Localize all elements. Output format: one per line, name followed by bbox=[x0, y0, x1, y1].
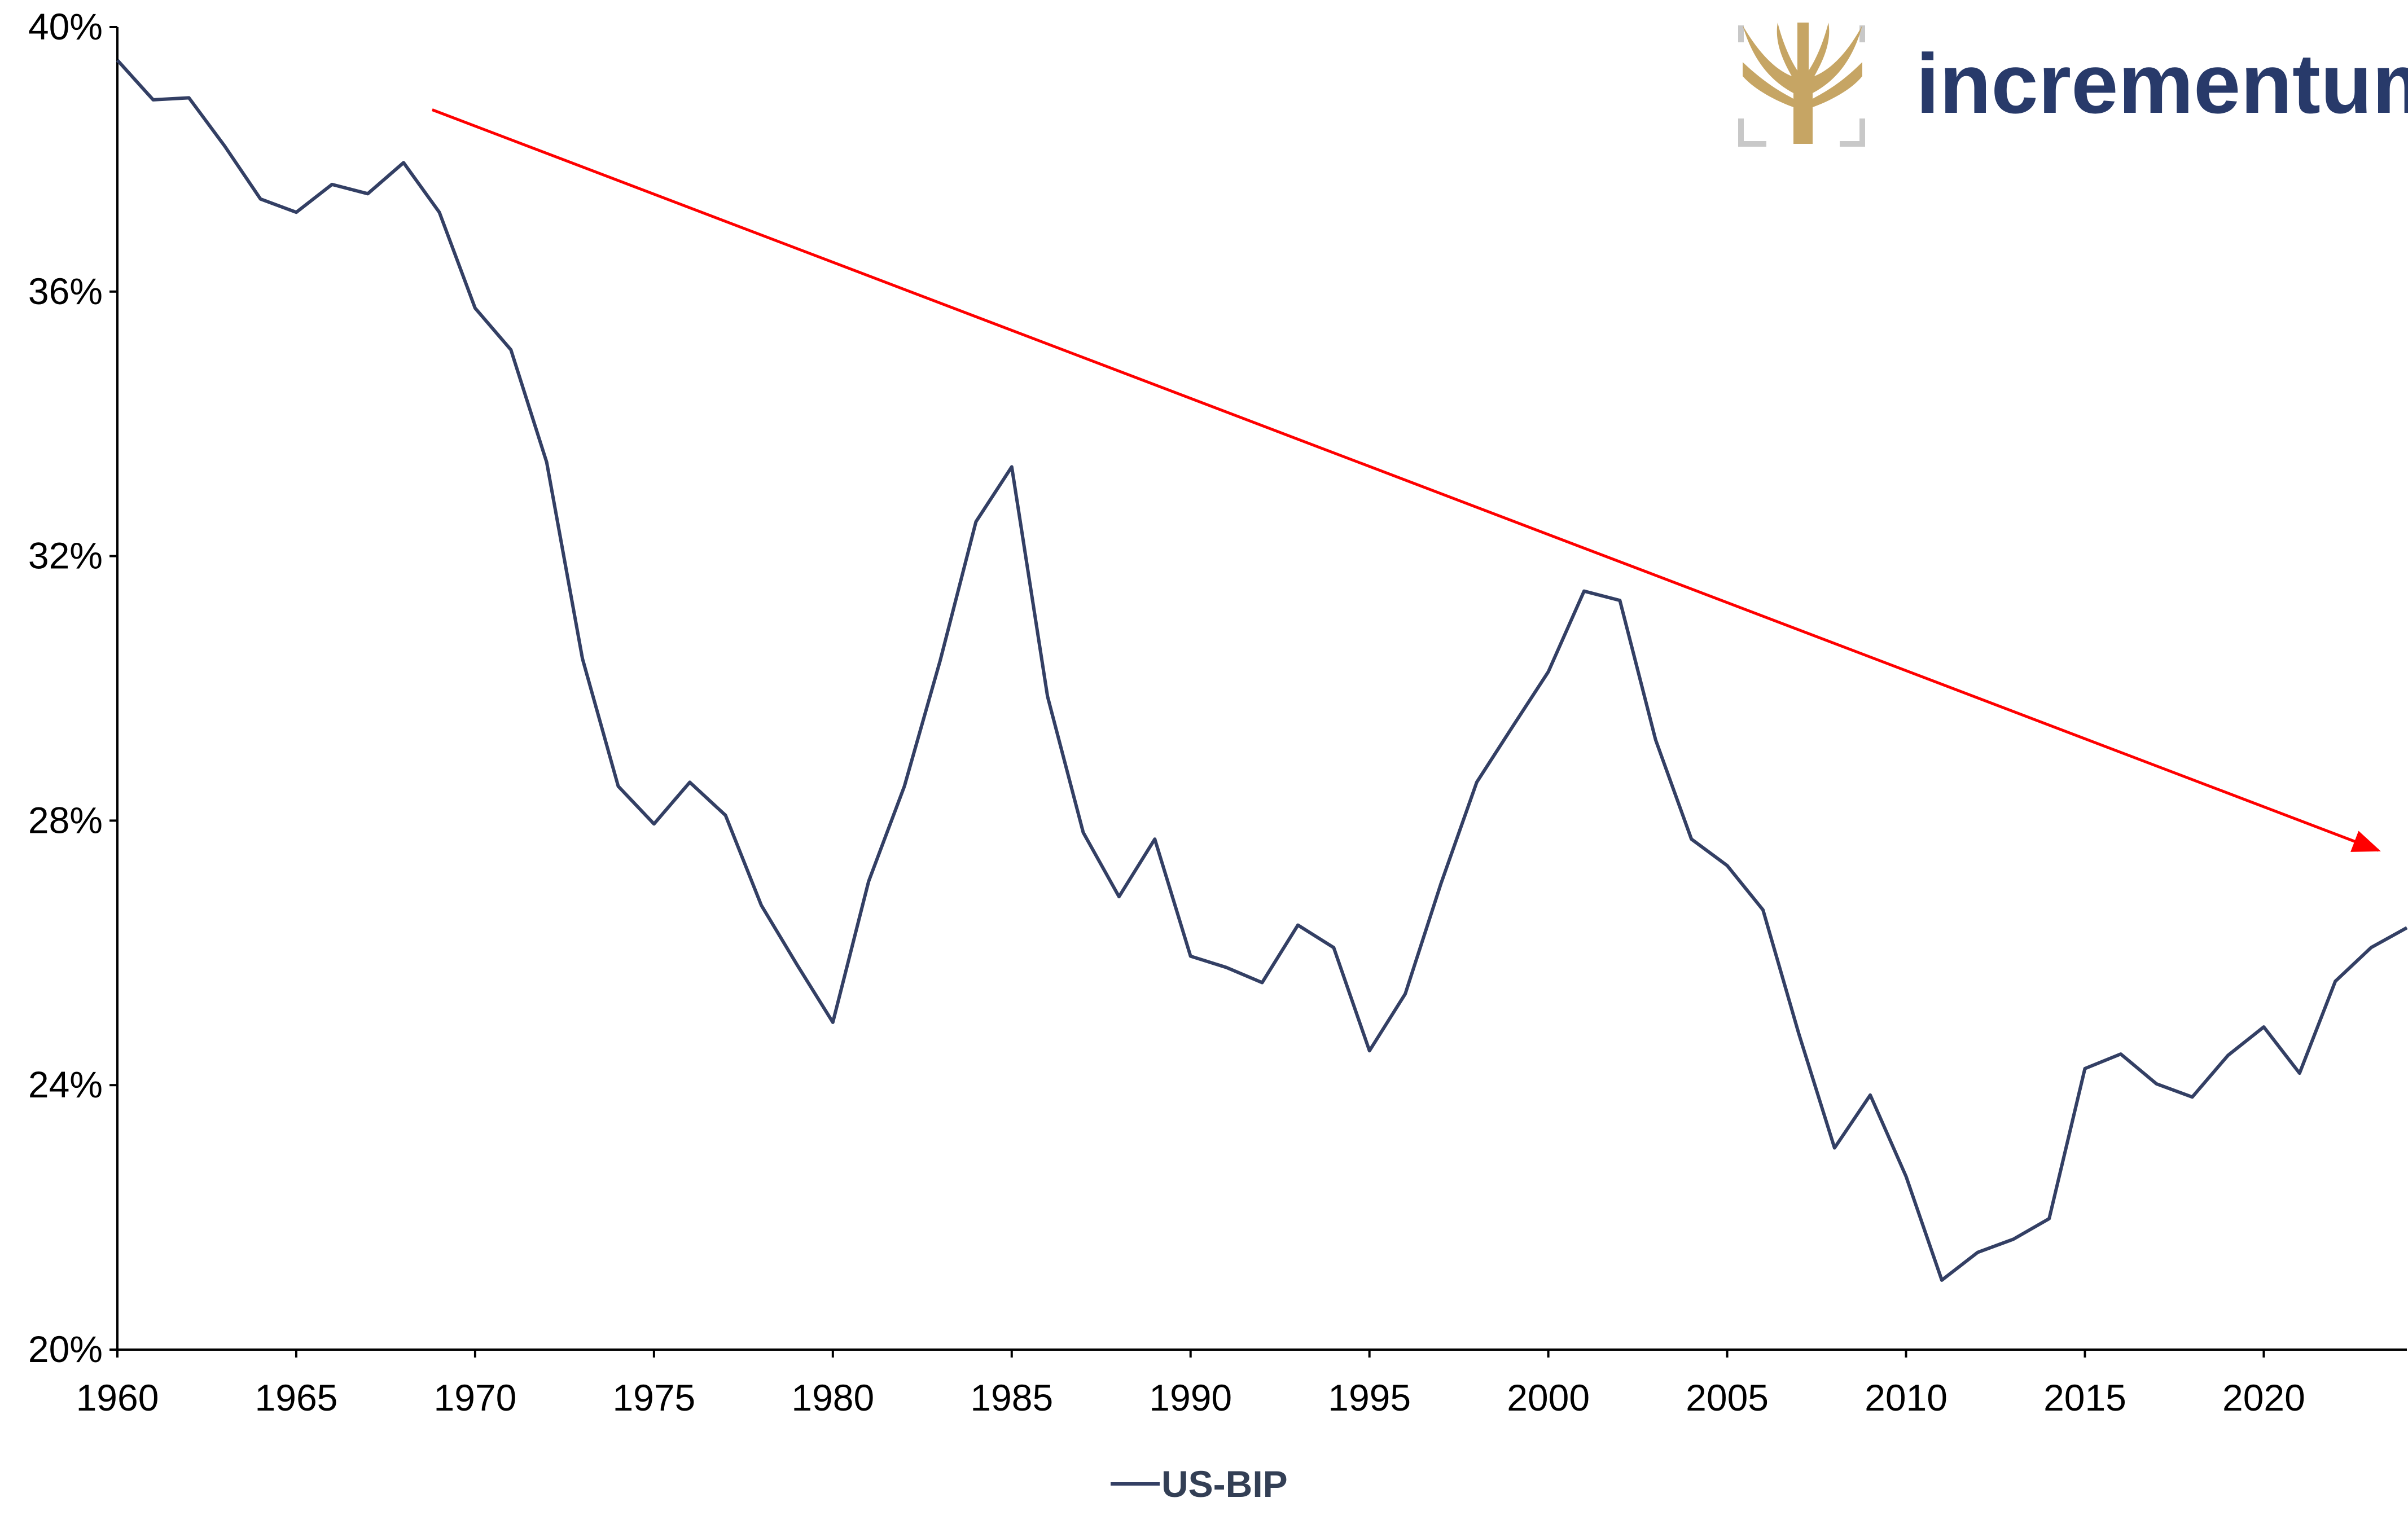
x-tick-label: 2015 bbox=[2043, 1377, 2126, 1418]
y-tick-label: 24% bbox=[28, 1064, 103, 1105]
x-tick-label: 2005 bbox=[1686, 1377, 1769, 1418]
incrementum-logo: incrementum bbox=[1741, 23, 2408, 144]
x-tick-label: 1980 bbox=[791, 1377, 874, 1418]
x-axis-tick-labels: 1960 1965 1970 1975 1980 1985 1990 1995 2000 2005… bbox=[76, 1377, 2305, 1418]
y-tick-label: 40% bbox=[28, 6, 103, 47]
y-axis-tick-labels: 20% 24% 28% 32% 36% 40% bbox=[28, 6, 103, 1370]
y-tick-label: 32% bbox=[28, 535, 103, 577]
x-tick-label: 1985 bbox=[970, 1377, 1053, 1418]
tree-icon bbox=[1741, 23, 1862, 144]
y-tick-label: 36% bbox=[28, 270, 103, 312]
trend-arrow bbox=[432, 110, 2378, 851]
x-tick-label: 1990 bbox=[1149, 1377, 1232, 1418]
series-line-us-bip bbox=[117, 60, 2407, 1280]
x-tick-label: 1995 bbox=[1328, 1377, 1411, 1418]
x-tick-label: 2010 bbox=[1865, 1377, 1948, 1418]
x-tick-label: 1960 bbox=[76, 1377, 159, 1418]
x-tick-label: 1965 bbox=[255, 1377, 338, 1418]
y-tick-label: 20% bbox=[28, 1328, 103, 1370]
x-tick-label: 2020 bbox=[2222, 1377, 2305, 1418]
x-tick-label: 1975 bbox=[612, 1377, 695, 1418]
axis-tick-marks bbox=[109, 27, 2264, 1358]
y-tick-label: 28% bbox=[28, 799, 103, 841]
x-tick-label: 2000 bbox=[1507, 1377, 1590, 1418]
legend: US-BIP bbox=[1111, 1463, 1288, 1505]
logo-text: incrementum bbox=[1916, 36, 2408, 131]
legend-label: US-BIP bbox=[1161, 1463, 1288, 1505]
x-tick-label: 1970 bbox=[433, 1377, 516, 1418]
